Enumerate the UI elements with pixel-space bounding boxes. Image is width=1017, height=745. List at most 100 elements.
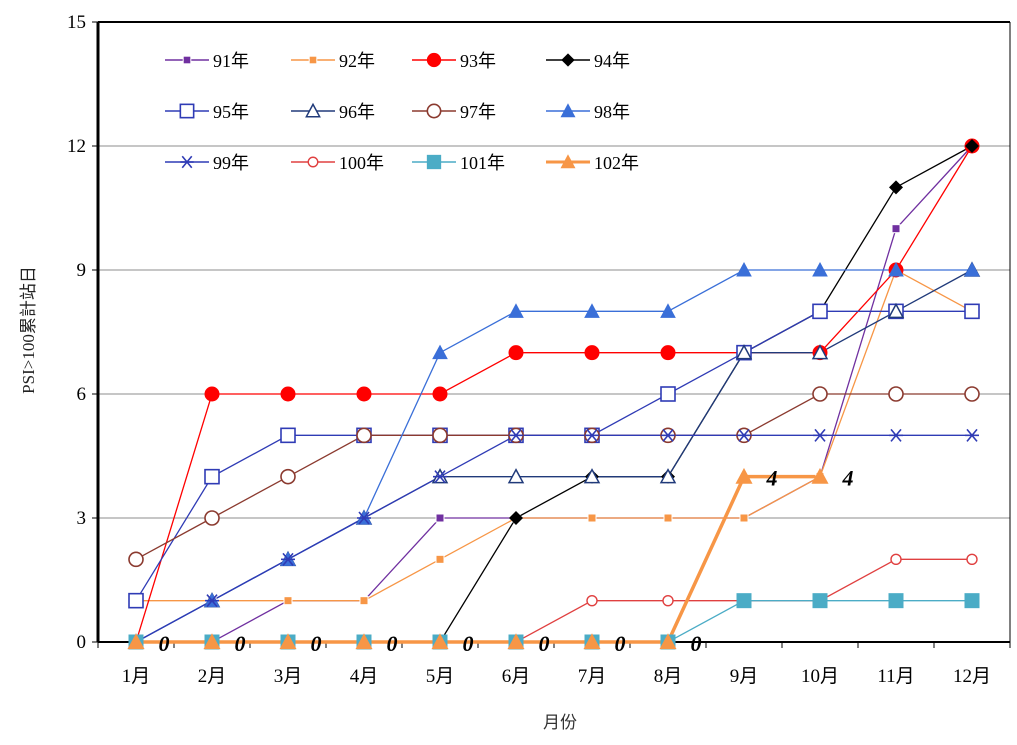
series-markers [127,138,981,650]
marker [281,552,295,566]
marker [812,261,828,277]
marker [426,103,442,119]
marker-stroke [510,428,522,442]
y-tick-label: 3 [77,508,87,529]
y-tick-label: 0 [77,632,87,653]
data-label: 0 [691,631,702,656]
marker [204,468,220,485]
marker [661,428,675,442]
marker [283,596,293,606]
marker [204,510,220,526]
marker [587,513,597,523]
marker [357,511,371,525]
x-tick-label: 9月 [730,666,759,687]
marker [432,344,448,360]
marker-stroke [890,428,902,442]
marker [355,633,373,650]
x-tick-label: 4月 [350,666,379,687]
marker [128,551,144,568]
x-tick-label: 7月 [578,666,607,687]
marker [889,180,903,195]
x-tick-label: 5月 [426,666,455,687]
marker [660,386,676,402]
marker [280,386,296,402]
x-tick-label: 10月 [801,666,839,687]
marker [356,386,372,402]
x-tick-label: 12月 [953,666,991,687]
series-line [135,434,972,643]
legend-label: 102年 [594,153,639,173]
marker [431,633,449,650]
marker [659,468,677,484]
marker [735,344,753,360]
marker [660,345,676,361]
axes: 0 3 6 9 12 15 1月 2月 3月 4月 5月 6月 7月 8月 9月 10月 11月 12月 [67,12,1011,687]
marker [305,102,321,118]
marker [308,55,318,65]
marker [811,467,829,484]
data-label: 0 [539,631,550,656]
marker [964,386,980,402]
marker [583,468,601,484]
legend-label: 92年 [339,51,375,71]
data-label: 0 [159,631,170,656]
x-tick-label: 8月 [654,666,683,687]
marker [182,55,192,65]
x-tick-label: 1月 [122,666,151,687]
marker [426,154,442,170]
marker [560,103,576,118]
marker [888,261,904,277]
y-tick-label: 12 [67,136,86,157]
legend-label: 95年 [213,102,249,122]
marker-stroke [814,428,826,442]
marker-stroke [966,428,978,442]
series-line [135,145,973,643]
marker [426,52,442,68]
marker [432,386,448,402]
marker [812,303,828,320]
marker-stroke [662,428,674,442]
data-label: 0 [311,631,322,656]
marker [736,593,752,609]
y-tick-label: 15 [67,12,86,33]
marker-stroke [434,470,446,484]
legend: 91年 92年 93年 94年 95年 96年 97年 98年 99年 100年 101年 102年 [165,51,639,173]
marker [435,554,445,564]
marker [204,386,220,402]
marker [585,428,599,442]
legend-label: 97年 [460,102,496,122]
marker [813,428,827,442]
data-label: 4 [842,466,854,491]
marker [584,303,600,318]
marker-stroke [206,594,218,608]
legend-label: 91年 [213,51,249,71]
marker [280,427,296,444]
marker-stroke [358,511,370,525]
x-tick-label: 3月 [274,666,303,687]
y-axis-title: PSI>100累計站日 [19,266,38,394]
marker [584,345,600,361]
legend-label: 93年 [460,51,496,71]
data-label: 0 [235,631,246,656]
marker [663,513,673,523]
marker-stroke [282,552,294,566]
legend-label: 96年 [339,102,375,122]
series-lines [135,145,973,644]
marker-stroke [181,155,193,169]
marker [583,633,601,650]
marker [508,345,524,361]
marker [180,155,194,169]
legend-label: 101年 [460,153,505,173]
marker [888,593,904,609]
marker [965,428,979,442]
marker [179,103,195,119]
y-tick-label: 9 [77,260,87,281]
marker [586,594,598,607]
data-label: 0 [615,631,626,656]
marker [965,139,979,153]
series-line [136,474,820,644]
marker-stroke [738,428,750,442]
marker [812,386,828,402]
marker [507,468,525,484]
